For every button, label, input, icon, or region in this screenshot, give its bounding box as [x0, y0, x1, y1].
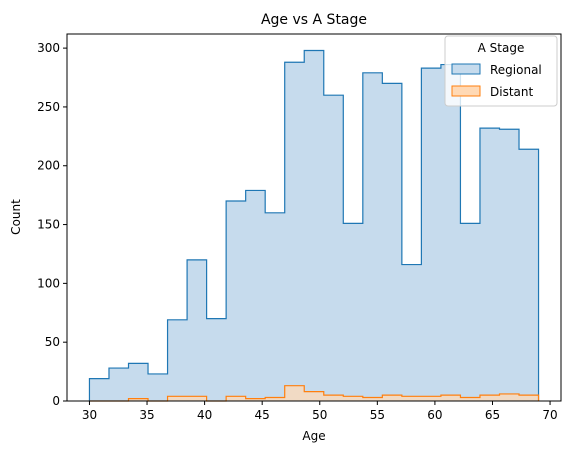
x-axis-label: Age	[302, 429, 325, 443]
step-line-distant	[89, 385, 540, 402]
step-line-regional	[88, 49, 540, 401]
x-tick-label: 50	[312, 408, 327, 422]
x-tick-label: 60	[427, 408, 442, 422]
series-step-lines	[88, 49, 540, 402]
legend: A Stage Regional Distant	[444, 35, 558, 107]
y-tick-label: 250	[37, 100, 60, 114]
legend-label-regional: Regional	[490, 63, 542, 77]
x-axis-ticks: 30 35 40 45 50 55 60 65 70	[82, 401, 558, 422]
x-tick-label: 55	[370, 408, 385, 422]
x-tick-label: 30	[82, 408, 97, 422]
x-tick-label: 70	[542, 408, 557, 422]
x-tick-label: 45	[255, 408, 270, 422]
y-axis-ticks: 0 50 100 150 200 250 300	[37, 41, 67, 408]
y-tick-label: 100	[37, 276, 60, 290]
x-tick-label: 40	[197, 408, 212, 422]
x-tick-label: 65	[485, 408, 500, 422]
area-distant	[89, 385, 539, 401]
y-tick-label: 0	[52, 394, 60, 408]
chart-title: Age vs A Stage	[261, 12, 367, 28]
legend-swatch-regional	[451, 63, 481, 75]
series-areas	[89, 50, 539, 401]
legend-label-distant: Distant	[490, 85, 533, 99]
y-axis-label: Count	[9, 199, 23, 235]
y-tick-label: 50	[45, 335, 60, 349]
y-tick-label: 300	[37, 41, 60, 55]
x-tick-label: 35	[139, 408, 154, 422]
y-tick-label: 200	[37, 159, 60, 173]
legend-swatch-distant	[451, 85, 481, 97]
legend-title: A Stage	[478, 41, 525, 55]
plot-frame	[66, 33, 562, 402]
area-regional	[89, 50, 539, 401]
y-tick-label: 150	[37, 218, 60, 232]
